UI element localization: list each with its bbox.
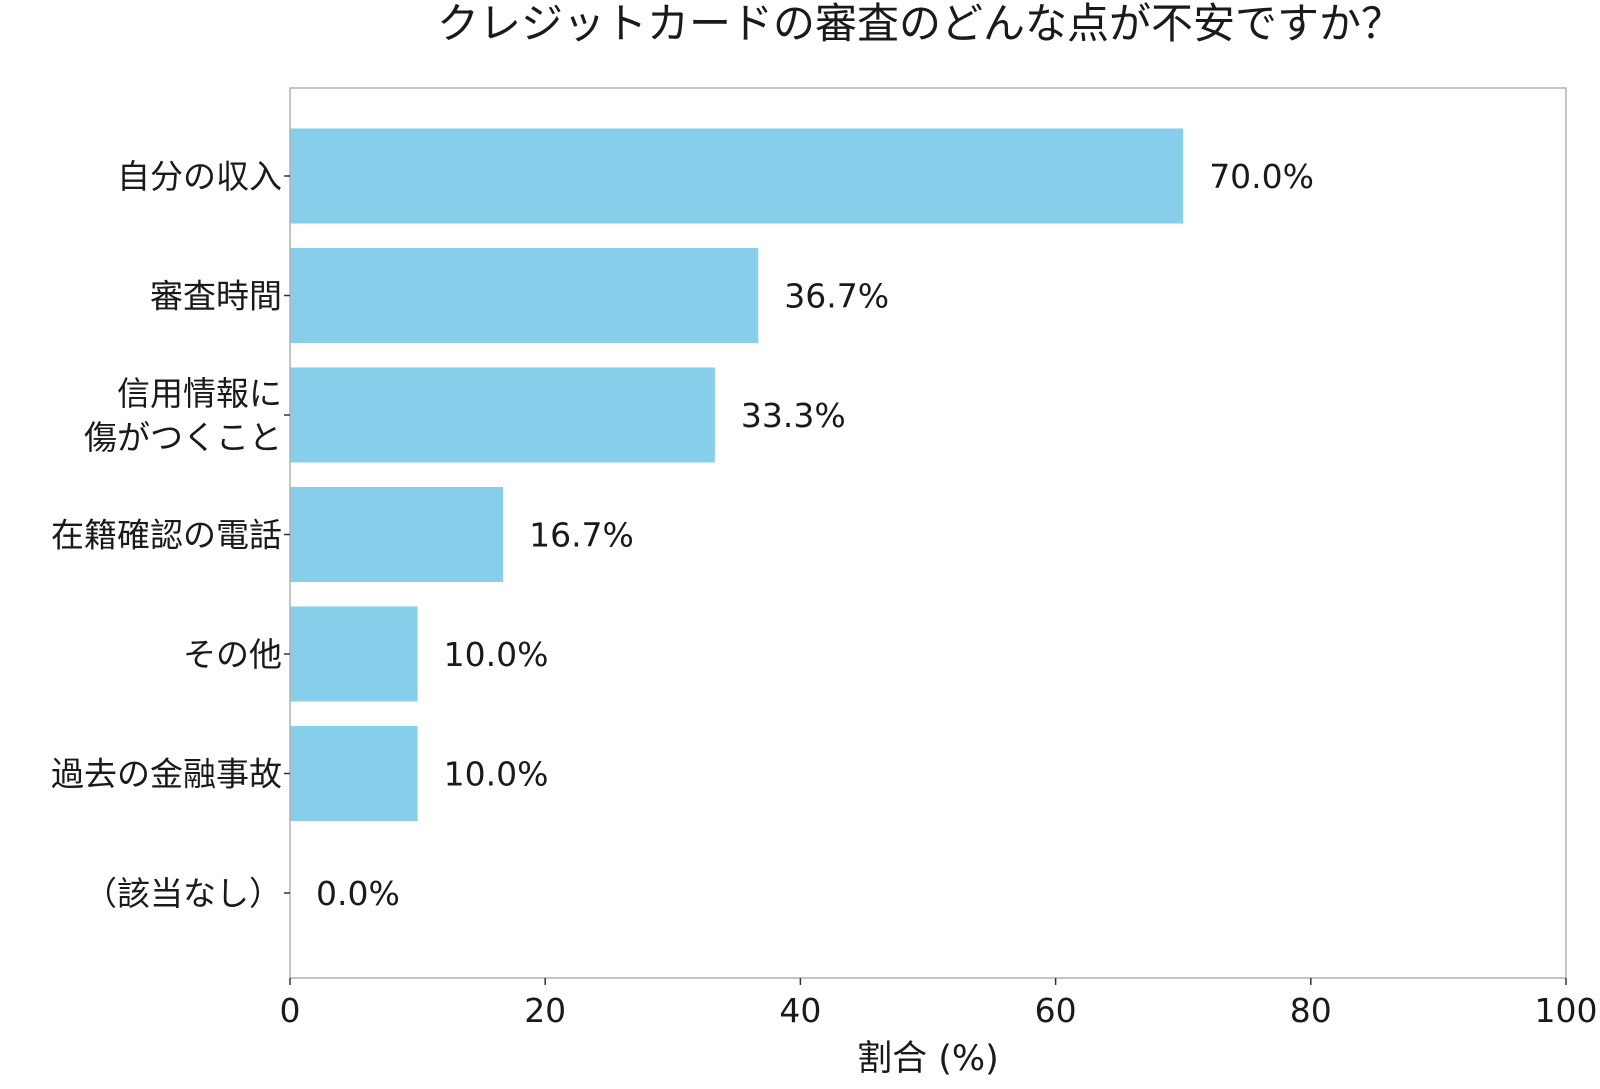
x-tick-label: 40 — [779, 991, 821, 1030]
y-tick-label: 審査時間 — [150, 277, 282, 316]
x-tick-label: 80 — [1290, 991, 1332, 1030]
bar — [290, 367, 715, 463]
y-tick-label: 傷がつくこと — [84, 418, 282, 457]
bars-layer — [290, 128, 1184, 821]
y-tick-label: 自分の収入 — [117, 157, 282, 196]
data-label: 33.3% — [741, 396, 846, 435]
y-tick-label: 過去の金融事故 — [51, 755, 282, 794]
bar — [290, 726, 418, 821]
data-label: 10.0% — [444, 755, 549, 794]
bar — [290, 248, 759, 343]
bar — [290, 606, 418, 702]
y-tick-label: 信用情報に — [117, 374, 282, 413]
x-tick-label: 20 — [524, 991, 566, 1030]
data-label: 10.0% — [444, 635, 549, 674]
data-label: 0.0% — [316, 874, 400, 913]
chart-title: クレジットカードの審査のどんな点が不安ですか？ — [437, 0, 1403, 48]
bar — [290, 128, 1184, 224]
bar — [290, 487, 504, 582]
y-tick-label: 在籍確認の電話 — [51, 516, 282, 555]
x-axis-title: 割合 (%) — [857, 1039, 999, 1079]
x-tick-label: 0 — [280, 991, 301, 1030]
plot-frame — [289, 87, 1567, 979]
x-axis-ticks: 0 20 40 60 80 100 — [280, 175, 1598, 1030]
data-label: 70.0% — [1209, 157, 1314, 196]
data-label: 36.7% — [784, 277, 889, 316]
y-tick-label: （該当なし） — [84, 874, 282, 913]
x-tick-label: 100 — [1535, 991, 1598, 1030]
x-tick-label: 60 — [1035, 991, 1077, 1030]
data-label: 16.7% — [529, 516, 634, 555]
y-tick-label: その他 — [183, 635, 282, 674]
